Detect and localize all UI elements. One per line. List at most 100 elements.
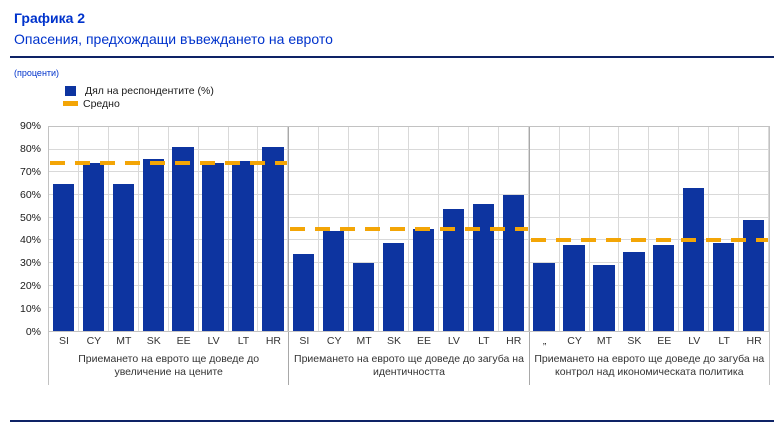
y-tick-label: 10%	[19, 303, 41, 316]
country-label: SI	[59, 334, 69, 347]
group-caption: Приемането на еврото ще доведе до увелич…	[78, 353, 260, 378]
legend-item-share: Дял на респондентите (%)	[65, 84, 784, 97]
bar	[293, 253, 315, 331]
bar	[382, 242, 405, 331]
group-caption: Приемането на еврото ще доведе до загуба…	[294, 353, 524, 378]
header-divider	[10, 56, 774, 58]
country-label: SK	[387, 334, 402, 347]
footer-divider	[10, 420, 774, 422]
country-label: SI	[299, 334, 310, 347]
country-label-row: SI CY MT SK EE LV LT HR	[289, 332, 528, 349]
chart-legend: Дял на респондентите (%) Средно	[63, 84, 784, 110]
bar	[52, 183, 75, 331]
bar	[712, 242, 735, 331]
bar	[593, 265, 615, 331]
average-line	[530, 238, 768, 243]
bar-cell	[109, 127, 139, 331]
bar	[533, 263, 555, 331]
y-tick-label: 70%	[19, 165, 41, 178]
bar	[352, 263, 375, 331]
bar	[412, 229, 435, 331]
country-label: HR	[746, 334, 762, 347]
bar	[142, 158, 164, 331]
country-label: LT	[478, 334, 490, 347]
y-tick-label: 60%	[19, 188, 41, 201]
x-axis-group: SI CY MT SK EE LV LT HR Приемането на еврото ще …	[49, 332, 290, 385]
bar-chart: 90% 80% 70% 60% 50% 40% 30% 20% 10% 0% SI CY MT SK EE…	[0, 120, 770, 385]
legend-label-average: Средно	[83, 97, 120, 110]
bar	[742, 219, 765, 331]
figure-title: Графика 2	[14, 10, 86, 26]
country-label: HR	[506, 334, 522, 347]
country-label: MT	[116, 334, 132, 347]
figure-header: Графика 2 Опасения, предхождащи въвеждан…	[0, 0, 784, 48]
y-tick-label: 20%	[19, 280, 41, 293]
bar	[232, 161, 254, 331]
bar-cell	[649, 127, 680, 331]
bar	[442, 208, 465, 331]
bar	[683, 188, 705, 331]
figure-subtitle: Опасения, предхождащи въвеждането на евр…	[14, 31, 333, 47]
bar	[82, 163, 105, 331]
bar-cell	[49, 127, 79, 331]
country-label-row: SI CY MT SK EE LV LT HR	[49, 332, 288, 349]
country-label-row: „ CY MT SK EE LV LT HR	[530, 332, 769, 349]
bar	[112, 183, 134, 331]
country-label: LT	[237, 334, 250, 347]
country-label: SK	[627, 334, 642, 347]
units-note: (проценти)	[14, 68, 60, 78]
y-tick-label: 80%	[19, 142, 41, 155]
x-axis-group: „ CY MT SK EE LV LT HR Приемането на еврото ще д…	[530, 332, 769, 385]
average-line	[50, 161, 288, 166]
country-label: EE	[176, 334, 191, 347]
y-tick-label: 50%	[19, 211, 41, 224]
country-label: SK	[146, 334, 161, 347]
bar	[323, 231, 345, 331]
bar-cell	[530, 127, 560, 331]
y-tick-label: 30%	[19, 257, 41, 270]
country-label: „	[542, 334, 547, 347]
bar-cell	[560, 127, 590, 331]
country-label: LV	[688, 334, 701, 347]
bar-group	[289, 127, 530, 331]
bar	[262, 147, 284, 331]
bar-cell	[199, 127, 229, 331]
bar-group	[49, 127, 290, 331]
bar-cell	[739, 127, 770, 331]
group-caption: Приемането на еврото ще доведе до загуба…	[534, 353, 765, 378]
y-tick-label: 0%	[25, 326, 41, 338]
country-label: LV	[447, 334, 460, 347]
bar-cell	[79, 127, 109, 331]
bar	[502, 195, 524, 331]
country-label: CY	[326, 334, 342, 347]
bar	[472, 204, 494, 331]
bar-cell	[229, 127, 259, 331]
country-label: LT	[718, 334, 730, 347]
bar	[172, 147, 194, 331]
country-label: CY	[567, 334, 582, 347]
bar	[202, 163, 224, 331]
legend-item-average: Средно	[63, 97, 784, 110]
country-label: EE	[657, 334, 672, 347]
bar-cell	[590, 127, 620, 331]
bar-cell	[709, 127, 740, 331]
bar	[623, 251, 645, 331]
country-label: MT	[596, 334, 613, 347]
bar-cell	[679, 127, 710, 331]
bar-cell	[169, 127, 199, 331]
x-axis-group: SI CY MT SK EE LV LT HR Приемането на еврото ще …	[289, 332, 530, 385]
x-axis-area: SI CY MT SK EE LV LT HR Приемането на еврото ще …	[48, 332, 770, 385]
bar-cell	[619, 127, 650, 331]
country-label: EE	[416, 334, 431, 347]
average-line	[290, 227, 528, 231]
y-tick-label: 40%	[19, 234, 41, 247]
bar-cell	[258, 127, 289, 331]
country-label: MT	[356, 334, 372, 347]
country-label: HR	[265, 334, 281, 347]
country-label: CY	[86, 334, 102, 347]
chart-body: SI CY MT SK EE LV LT HR Приемането на еврото ще …	[48, 126, 770, 385]
legend-dash-icon	[63, 101, 78, 106]
bar	[653, 244, 675, 331]
legend-label-share: Дял на респондентите (%)	[85, 84, 214, 97]
y-axis: 90% 80% 70% 60% 50% 40% 30% 20% 10% 0%	[0, 120, 48, 338]
